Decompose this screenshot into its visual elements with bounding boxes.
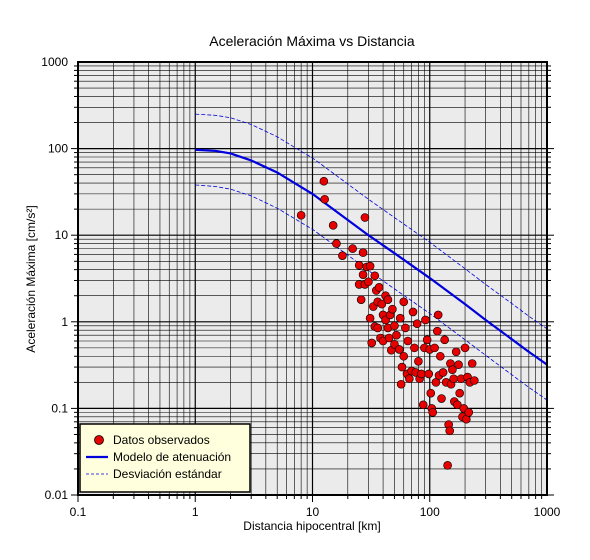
observed-point [396, 379, 406, 389]
observed-point [320, 194, 329, 204]
observed-point [449, 374, 458, 384]
legend: Datos observados Modelo de atenuación De… [79, 423, 251, 493]
x-axis-label: Distancia hipocentral [km] [243, 519, 380, 533]
legend-box [79, 423, 251, 493]
observed-point [358, 270, 368, 279]
observed-point [367, 338, 377, 348]
stddev-line [195, 113, 548, 330]
observed-point [414, 356, 423, 366]
observed-point [453, 400, 462, 410]
x-tick-label: 100 [420, 505, 440, 519]
observed-point [455, 388, 464, 398]
y-axis-label: Aceleración Máxima [cm/s²] [24, 205, 38, 352]
observed-point [424, 369, 434, 379]
observed-point [360, 213, 370, 222]
observed-point [433, 326, 442, 336]
observed-point [435, 351, 445, 361]
observed-point [364, 277, 373, 287]
y-tick-label: 1 [61, 315, 68, 329]
observed-point [405, 374, 414, 384]
chart-title: Aceleración Máxima vs Distancia [209, 33, 415, 49]
observed-point [412, 319, 422, 329]
observed-point [338, 251, 347, 260]
observed-point [370, 271, 380, 281]
observed-point [448, 365, 457, 374]
observed-point [384, 333, 394, 343]
observed-point [354, 260, 364, 270]
observed-point [421, 315, 430, 325]
observed-point [437, 394, 446, 403]
observed-point [328, 221, 338, 230]
observed-point [332, 239, 341, 248]
observed-point [443, 461, 452, 470]
observed-point [417, 369, 426, 379]
observed-point [383, 295, 393, 304]
data-points [296, 176, 479, 470]
observed-point [426, 388, 436, 398]
observed-point [418, 400, 428, 410]
observed-point [422, 335, 432, 345]
model-line [195, 148, 548, 366]
observed-point [440, 335, 449, 345]
observed-point [365, 261, 375, 271]
x-tick-label: 1 [192, 505, 199, 519]
axis-ticks [71, 65, 554, 502]
observed-point [428, 408, 438, 417]
y-tick-label: 0.01 [45, 488, 69, 502]
observed-point [408, 307, 418, 317]
observed-point [319, 176, 329, 186]
observed-point [399, 351, 409, 361]
legend-label-stddev: Desviación estándar [113, 467, 222, 481]
observed-point [365, 313, 375, 323]
y-tick-label: 0.1 [51, 401, 68, 415]
observed-point [464, 408, 474, 417]
observed-point [451, 347, 461, 357]
x-tick-label: 1000 [534, 505, 561, 519]
observed-point [395, 313, 405, 323]
observed-point [403, 336, 413, 346]
observed-point [348, 244, 357, 253]
observed-point [454, 360, 463, 369]
y-tick-label: 10 [55, 228, 69, 242]
observed-point [433, 310, 443, 320]
y-tick-label: 1000 [41, 55, 68, 69]
y-tick-label: 100 [48, 142, 68, 156]
observed-point [401, 323, 410, 333]
observed-point [374, 283, 384, 292]
observed-point [397, 362, 407, 372]
observed-point [358, 248, 368, 257]
legend-marker-observed [94, 435, 104, 445]
observed-point [430, 343, 439, 353]
observed-point [467, 359, 477, 368]
observed-point [395, 345, 404, 354]
observed-point [377, 299, 387, 309]
observed-point [388, 304, 397, 314]
observed-point [373, 323, 383, 333]
observed-point [296, 210, 306, 220]
legend-label-observed: Datos observados [113, 433, 210, 447]
observed-point [410, 343, 419, 353]
x-tick-label: 0.1 [70, 505, 87, 519]
legend-label-model: Modelo de atenuación [113, 450, 231, 464]
observed-point [356, 295, 366, 304]
observed-point [470, 376, 479, 385]
observed-point [438, 368, 448, 377]
x-tick-label: 10 [306, 505, 320, 519]
observed-point [399, 297, 409, 307]
observed-point [460, 343, 470, 353]
observed-point [392, 330, 401, 340]
observed-point [445, 426, 455, 436]
observed-point [390, 321, 399, 331]
